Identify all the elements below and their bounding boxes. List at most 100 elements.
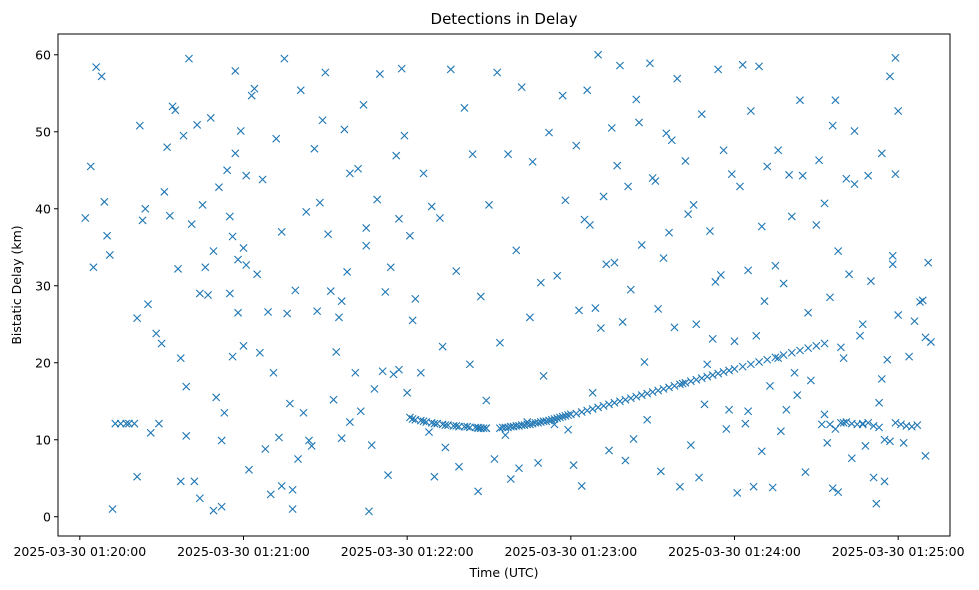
data-point <box>228 232 237 241</box>
data-point <box>640 358 649 366</box>
data-point <box>842 174 851 183</box>
data-point <box>258 175 267 184</box>
data-point <box>122 419 131 428</box>
data-point <box>613 161 622 170</box>
data-point <box>165 211 174 220</box>
x-tick-label: 2025-03-30 01:23:00 <box>504 544 637 559</box>
data-point <box>367 441 376 450</box>
data-point <box>506 475 515 484</box>
data-point <box>103 231 112 240</box>
data-point <box>304 436 313 445</box>
data-point <box>787 212 796 221</box>
data-point <box>610 398 619 407</box>
data-point <box>771 353 780 362</box>
data-point <box>785 170 794 179</box>
data-point <box>855 331 864 340</box>
data-point <box>525 420 534 429</box>
data-point <box>435 214 444 223</box>
y-tick-label: 20 <box>35 355 51 370</box>
data-point <box>329 395 338 404</box>
data-point <box>692 375 701 384</box>
data-point <box>711 277 720 286</box>
data-point <box>272 134 281 143</box>
data-point <box>285 399 294 408</box>
data-point <box>288 485 297 494</box>
data-point <box>632 95 641 104</box>
data-point <box>659 254 668 263</box>
data-point <box>244 465 253 474</box>
data-point <box>877 374 886 383</box>
data-point <box>888 251 897 260</box>
data-point <box>547 415 556 424</box>
data-point <box>479 424 488 433</box>
data-point <box>512 246 521 255</box>
data-point <box>463 422 472 431</box>
data-point <box>405 231 414 240</box>
data-point <box>839 418 848 427</box>
data-point <box>828 484 837 493</box>
data-point <box>212 393 221 402</box>
data-point <box>220 408 229 417</box>
data-point <box>370 384 379 393</box>
data-point <box>645 59 654 68</box>
data-point <box>375 70 384 79</box>
data-point <box>621 395 630 404</box>
data-point <box>899 438 908 447</box>
data-point <box>834 488 843 497</box>
data-point <box>594 403 603 412</box>
data-point <box>465 360 474 369</box>
data-point <box>408 414 417 423</box>
data-point <box>577 408 586 417</box>
data-point <box>269 368 278 377</box>
data-point <box>460 103 469 112</box>
data-point <box>455 462 463 471</box>
data-point <box>141 204 150 213</box>
data-point <box>643 415 652 424</box>
data-point <box>195 494 204 503</box>
data-point <box>430 419 439 428</box>
data-point <box>845 270 854 279</box>
data-point <box>681 378 690 387</box>
data-point <box>553 414 562 423</box>
data-point <box>217 502 226 511</box>
chart-title: Detections in Delay <box>431 10 578 28</box>
data-point <box>757 222 766 231</box>
data-point <box>842 418 851 427</box>
data-point <box>190 477 199 486</box>
data-point <box>564 425 573 434</box>
data-point <box>580 215 589 224</box>
data-point <box>92 63 101 72</box>
data-point <box>591 304 600 313</box>
data-point <box>223 166 232 175</box>
data-point <box>779 279 788 288</box>
data-point <box>536 278 545 287</box>
data-point <box>771 261 780 270</box>
data-point <box>697 110 706 119</box>
data-point <box>441 421 450 430</box>
data-point <box>485 200 493 209</box>
data-point <box>345 169 354 178</box>
data-point <box>673 74 682 83</box>
data-point <box>703 372 712 381</box>
data-point <box>697 374 706 383</box>
y-tick-label: 0 <box>43 509 51 524</box>
data-point <box>515 464 523 473</box>
data-point <box>877 149 886 158</box>
data-point <box>632 392 641 401</box>
data-point <box>774 354 783 363</box>
data-point <box>517 83 526 92</box>
data-point <box>820 339 829 348</box>
data-point <box>596 324 605 333</box>
data-point <box>247 91 256 100</box>
data-point <box>637 240 646 249</box>
data-point <box>692 320 701 329</box>
data-point <box>689 200 698 209</box>
data-point <box>746 360 755 369</box>
data-point <box>749 482 758 491</box>
data-point <box>733 488 742 497</box>
data-point <box>321 68 330 77</box>
point-layer <box>81 50 935 516</box>
x-tick-label: 2025-03-30 01:20:00 <box>13 544 146 559</box>
data-point <box>629 434 638 443</box>
data-point <box>782 405 791 414</box>
